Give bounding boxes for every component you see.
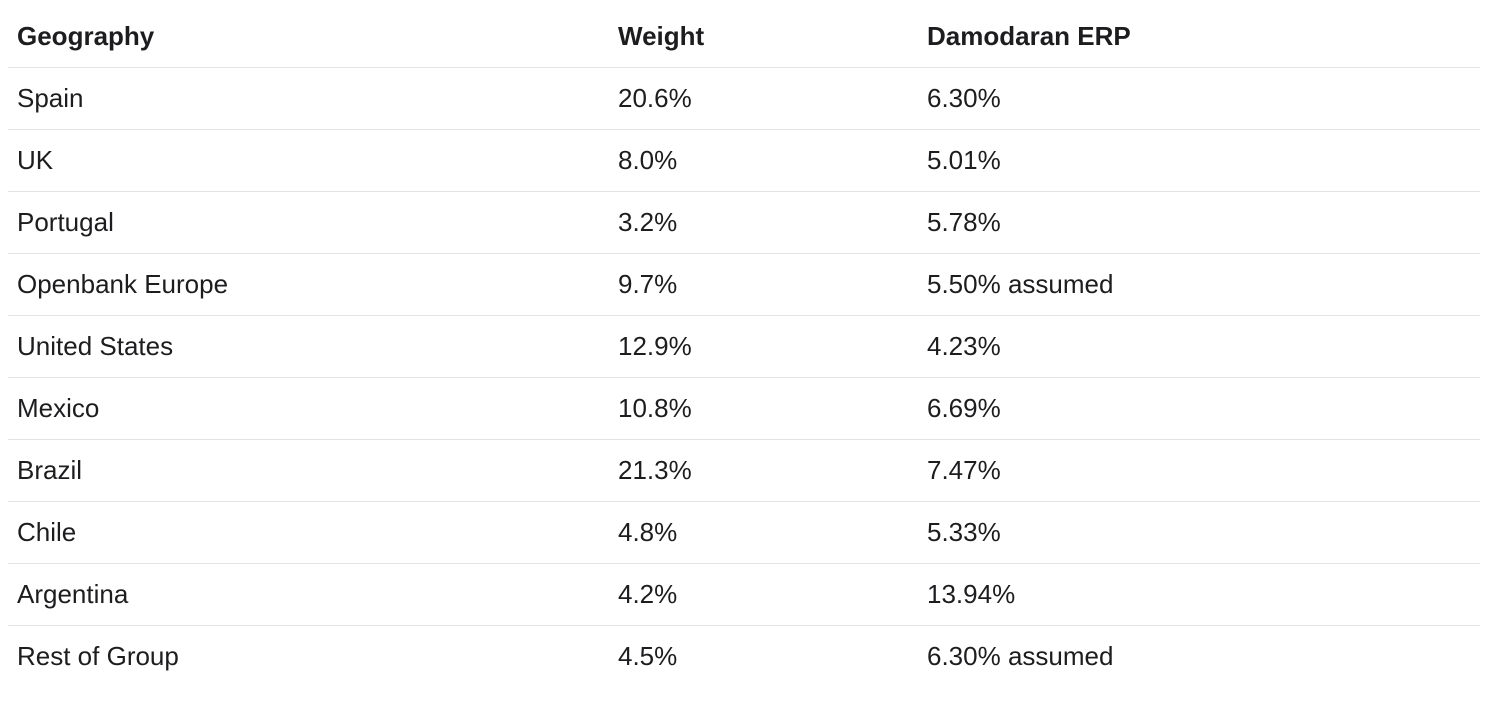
table-row: Brazil 21.3% 7.47% [8, 439, 1480, 502]
table-cell: 5.33% [918, 501, 1480, 564]
table-cell: 13.94% [918, 563, 1480, 626]
table-cell: 20.6% [609, 67, 918, 130]
table-cell: 5.50% assumed [918, 253, 1480, 316]
table-cell: 6.30% assumed [927, 641, 1114, 671]
table-body: Spain 20.6% 6.30% UK 8.0% 5.01% Portugal 3.2% 5.… [8, 67, 1480, 688]
header-row: Geography Weight Damodaran ERP [8, 6, 1480, 68]
table-row: Rest of Group 4.5% 6.30% assumed [8, 626, 1480, 688]
table-cell: 5.78% [918, 191, 1480, 254]
table-cell: Chile [8, 501, 609, 564]
table-cell: 8.0% [609, 129, 918, 192]
table-cell: Rest of Group [17, 641, 179, 671]
table-row: Spain 20.6% 6.30% [8, 67, 1480, 130]
table-row: Openbank Europe 9.7% 5.50% assumed [8, 253, 1480, 316]
table-cell: UK [8, 129, 609, 192]
table-cell: United States [8, 315, 609, 378]
table-row: Mexico 10.8% 6.69% [8, 377, 1480, 440]
table-cell: 10.8% [609, 377, 918, 440]
table-cell: Spain [8, 67, 609, 130]
table-cell: 4.5% [618, 641, 678, 671]
column-header: Geography [8, 6, 609, 68]
table-cell: Openbank Europe [8, 253, 609, 316]
table-cell: Brazil [8, 439, 609, 502]
table-cell: 5.01% [918, 129, 1480, 192]
table-row: UK 8.0% 5.01% [8, 129, 1480, 192]
table-cell: 3.2% [609, 191, 918, 254]
table-cell: Argentina [8, 563, 609, 626]
table-cell: 6.69% [918, 377, 1480, 440]
table-cell: Mexico [8, 377, 609, 440]
table-cell: 7.47% [918, 439, 1480, 502]
table-cell: 12.9% [609, 315, 918, 378]
table-cell: Portugal [8, 191, 609, 254]
table-head: Geography Weight Damodaran ERP [8, 6, 1480, 68]
table-row: Portugal 3.2% 5.78% [8, 191, 1480, 254]
table-cell: 4.2% [609, 563, 918, 626]
table-cell: 21.3% [609, 439, 918, 502]
column-header: Damodaran ERP [918, 6, 1480, 68]
table-row: United States 12.9% 4.23% [8, 315, 1480, 378]
table-cell: 4.8% [609, 501, 918, 564]
table-cell: 9.7% [609, 253, 918, 316]
table-row: Argentina 4.2% 13.94% [8, 563, 1480, 626]
table-cell: 6.30% [918, 67, 1480, 130]
data-table: Geography Weight Damodaran ERP Spain 20.6% 6… [8, 6, 1480, 687]
table-row: Chile 4.8% 5.33% [8, 501, 1480, 564]
table-cell: 4.23% [918, 315, 1480, 378]
column-header: Weight [609, 6, 918, 68]
